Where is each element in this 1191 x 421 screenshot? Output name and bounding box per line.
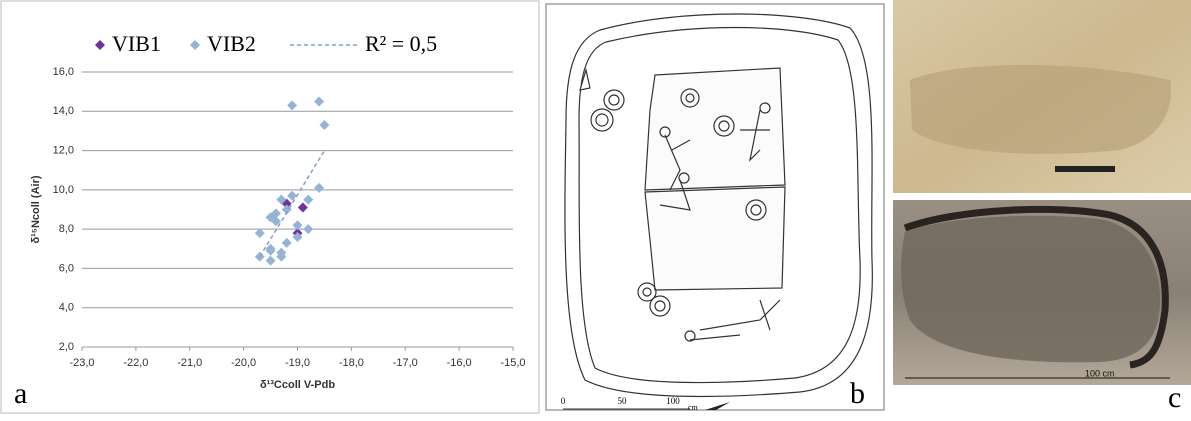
panel-label: b bbox=[850, 377, 865, 410]
photo-pit bbox=[901, 216, 1160, 363]
legend-label: R² = 0,5 bbox=[365, 31, 437, 56]
figure: 2,0 4,0 6,0 8,0 10,0 12,0 14,0 16,0 -23,0 -22,0 -2… bbox=[0, 0, 1191, 416]
x-tick-label: -23,0 bbox=[69, 357, 94, 369]
y-tick-label: 4,0 bbox=[59, 302, 74, 314]
panel-a-frame bbox=[1, 1, 539, 413]
y-tick-label: 16,0 bbox=[53, 66, 74, 78]
x-tick-label: -19,0 bbox=[285, 357, 310, 369]
y-tick-label: 2,0 bbox=[59, 341, 74, 353]
scale-label: 0 bbox=[561, 396, 566, 406]
photo-bones bbox=[910, 65, 1171, 154]
y-tick-label: 12,0 bbox=[53, 144, 74, 156]
legend-label: VIB1 bbox=[112, 31, 161, 56]
legend-label: VIB2 bbox=[207, 31, 256, 56]
tomb-drawing bbox=[546, 4, 884, 410]
y-tick-label: 8,0 bbox=[59, 223, 74, 235]
x-tick-label: -20,0 bbox=[231, 357, 256, 369]
scale-label: 50 bbox=[618, 396, 628, 406]
scale-label: cm bbox=[688, 403, 699, 412]
y-tick-label: 6,0 bbox=[59, 262, 74, 274]
x-tick-label: -17,0 bbox=[393, 357, 418, 369]
x-tick-label: -22,0 bbox=[123, 357, 148, 369]
panel-label: c bbox=[1168, 381, 1181, 414]
x-tick-label: -18,0 bbox=[339, 357, 364, 369]
x-tick-label: -15,0 bbox=[500, 357, 525, 369]
y-tick-label: 10,0 bbox=[53, 184, 74, 196]
x-axis-label: δ¹³Ccoll V-Pdb bbox=[260, 379, 335, 391]
panel-label: a bbox=[14, 377, 27, 410]
y-axis-label: δ¹⁵Ncoll (Air) bbox=[30, 175, 42, 243]
photo-scale bbox=[1055, 166, 1115, 172]
x-tick-label: -16,0 bbox=[447, 357, 472, 369]
scale-label: 100 bbox=[666, 396, 680, 406]
x-tick-label: -21,0 bbox=[177, 357, 202, 369]
y-tick-label: 14,0 bbox=[53, 105, 74, 117]
photo-scale-label: 100 cm bbox=[1085, 368, 1115, 378]
